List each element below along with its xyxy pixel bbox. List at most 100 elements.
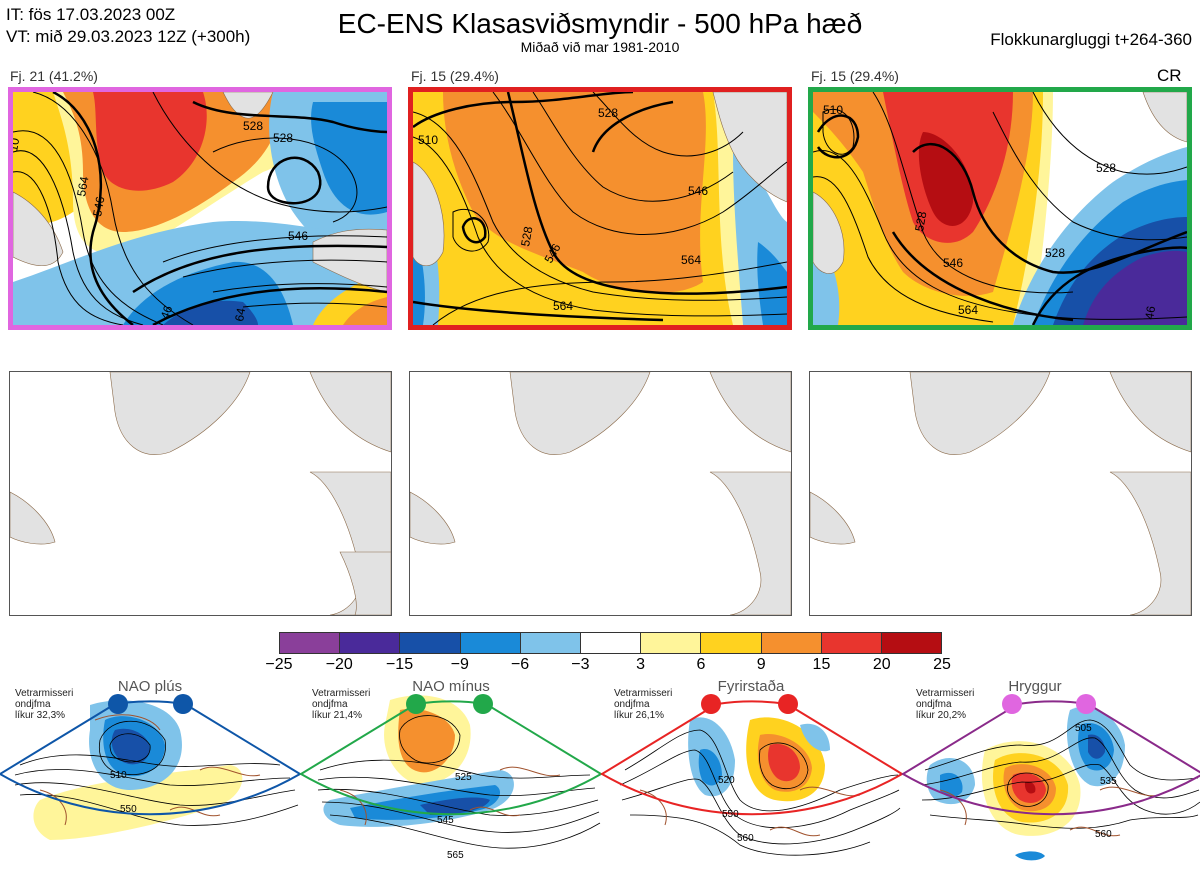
page-subtitle: Miðað við mar 1981-2010 [520,39,680,55]
colorbar [279,632,942,654]
regime-1-map: 510 550 [0,700,302,840]
note-line: ondjfma [15,699,51,710]
regime-4-dot [1076,694,1096,714]
contour-label: 510 [823,103,843,117]
regime-3-title: Fyrirstaða [717,678,785,695]
regime-1-dot [173,694,193,714]
classification-window: Flokkunargluggi t+264-360 [990,30,1192,49]
contour-label: 510 [418,133,438,147]
cluster-map-3: 510 528 528 546 528 564 46 [808,87,1192,330]
contour-label: 564 [958,303,978,317]
note-line: Vetrarmisseri [614,688,673,699]
contour-label: 505 [1075,723,1092,734]
colorbar-swatch [400,633,461,653]
contour-label: 528 [273,131,293,145]
regime-4-map: 505 535 560 [901,700,1200,861]
regime-2-note: Vetrarmisseri ondjfma líkur 21,4% [312,688,370,721]
contour-label: 550 [722,809,739,820]
colorbar-tick-label: −6 [510,656,530,673]
colorbar-tick-label: 6 [696,656,706,673]
colorbar-swatch [460,633,521,653]
regime-3-map: 520 550 560 [600,700,904,856]
contour-label: 520 [718,775,735,786]
cluster-map-2: 528 510 546 528 546 564 564 [408,87,792,330]
contour-label: 510 [110,770,127,781]
colorbar-tick-label: −15 [385,656,414,673]
regime-3-dot [778,694,798,714]
contour-label: 564 [74,175,91,197]
contour-label: 546 [688,184,708,198]
colorbar-swatch [701,633,762,653]
contour-label: 546 [90,195,107,217]
panel-2-label: Fj. 15 (29.4%) [411,68,499,84]
note-line: ondjfma [916,699,952,710]
note-line: Vetrarmisseri [916,688,975,699]
note-line: ondjfma [312,699,348,710]
contour-label: 46 [158,303,176,321]
colorbar-tick-label: −3 [571,656,590,673]
header-info: IT: fös 17.03.2023 00Z VT: mið 29.03.202… [6,4,250,48]
note-line: ondjfma [614,699,650,710]
colorbar-swatch [520,633,581,653]
regime-3-note: Vetrarmisseri ondjfma líkur 26,1% [614,688,672,721]
anomaly-map-1 [9,371,392,616]
contour-label: 546 [943,256,963,270]
cr-label: CR [1157,66,1182,85]
colorbar-tick-label: 20 [872,656,891,673]
note-line: Vetrarmisseri [15,688,74,699]
regime-4-dot [1002,694,1022,714]
colorbar-tick-label: 3 [636,656,646,673]
contour-label: 545 [437,815,454,826]
colorbar-tick-label: 25 [933,656,951,673]
regime-2-title: NAO mínus [412,678,490,695]
colorbar-tick-label: −20 [325,656,353,673]
colorbar-swatch [881,633,942,653]
anomaly-map-3 [809,371,1192,616]
contour-label: 525 [455,772,472,783]
regime-4-note: Vetrarmisseri ondjfma líkur 20,2% [916,688,974,721]
panel-1-label: Fj. 21 (41.2%) [10,68,98,84]
page-title: EC-ENS Klasasviðsmyndir - 500 hPa hæð [337,8,863,39]
note-line: líkur 20,2% [916,710,967,721]
regime-3-dot [701,694,721,714]
contour-label: 560 [737,833,754,844]
colorbar-tick-label: 9 [756,656,766,673]
colorbar-swatch [761,633,822,653]
colorbar-swatch [821,633,882,653]
contour-label: 528 [1045,246,1065,260]
note-line: líkur 32,3% [15,710,66,721]
contour-label: 528 [518,225,535,247]
contour-label: 564 [553,299,573,313]
note-line: líkur 26,1% [614,710,665,721]
valid-time: VT: mið 29.03.2023 12Z (+300h) [6,27,251,46]
regime-4-title: Hryggur [1008,678,1062,695]
regime-2-map: 525 545 565 [299,695,603,861]
contour-label: 528 [243,119,263,133]
anomaly-map-2 [409,371,792,616]
contour-label: 10 [13,137,22,153]
regime-2-dot [473,694,493,714]
colorbar-swatch [280,633,341,653]
contour-label: 560 [1095,829,1112,840]
colorbar-swatch [641,633,702,653]
contour-label: 528 [1096,161,1116,175]
cluster-map-1: 528 546 564 528 546 46 64 10 [8,87,392,330]
colorbar-swatch [340,633,401,653]
colorbar-tick-label: −25 [265,656,293,673]
contour-label: 550 [120,804,137,815]
colorbar-tick-label: −9 [450,656,469,673]
contour-label: 546 [288,229,308,243]
regime-2-dot [406,694,426,714]
regime-1-note: Vetrarmisseri ondjfma líkur 32,3% [15,688,73,721]
regime-1-title: NAO plús [117,678,183,695]
colorbar-tick-label: 15 [812,656,831,673]
contour-label: 64 [232,307,248,323]
regime-1-dot [108,694,128,714]
contour-label: 528 [598,106,618,120]
contour-label: 565 [447,850,464,861]
contour-label: 535 [1100,776,1117,787]
contour-label: 528 [912,210,929,232]
note-line: líkur 21,4% [312,710,363,721]
initial-time: IT: fös 17.03.2023 00Z [6,5,176,24]
note-line: Vetrarmisseri [312,688,371,699]
